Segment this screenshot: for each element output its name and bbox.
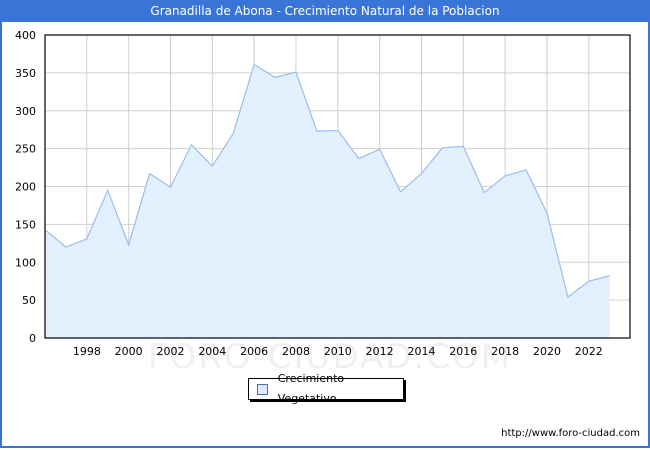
x-tick-label: 2012 (366, 345, 394, 358)
y-axis-labels: 0 50 100 150 200 250 300 350 400 (15, 29, 36, 345)
y-tick-label: 100 (15, 256, 36, 269)
y-tick-label: 0 (29, 332, 36, 345)
legend: Crecimiento Vegetativo (248, 372, 404, 405)
x-tick-label: 2016 (449, 345, 477, 358)
area-fill (45, 64, 610, 338)
y-tick-label: 400 (15, 29, 36, 42)
x-tick-label: 2002 (156, 345, 184, 358)
plot-border (44, 34, 631, 339)
y-tick-label: 350 (15, 67, 36, 80)
x-tick-label: 1998 (73, 345, 101, 358)
x-tick-label: 2006 (240, 345, 268, 358)
legend-swatch-icon (257, 383, 268, 395)
chart-title: Granadilla de Abona - Crecimiento Natura… (0, 0, 650, 22)
y-tick-label: 200 (15, 181, 36, 194)
y-tick-label: 300 (15, 105, 36, 118)
x-tick-label: 2018 (491, 345, 519, 358)
y-tick-label: 150 (15, 218, 36, 231)
x-tick-label: 2004 (198, 345, 226, 358)
source-url: http://www.foro-ciudad.com (501, 428, 640, 439)
x-tick-label: 2014 (407, 345, 435, 358)
x-tick-label: 2020 (533, 345, 561, 358)
y-tick-label: 50 (22, 294, 36, 307)
x-tick-label: 2000 (115, 345, 143, 358)
legend-label: Crecimiento Vegetativo (277, 372, 345, 405)
x-tick-label: 2008 (282, 345, 310, 358)
x-tick-label: 2010 (324, 345, 352, 358)
x-axis-labels: 1998 2000 2002 2004 2006 2008 2010 2012 2014 2016… (73, 345, 603, 358)
watermark: FORO-CIUDAD.COM (148, 337, 512, 377)
y-tick-label: 250 (15, 143, 36, 156)
data-line (44, 63, 610, 299)
x-tick-label: 2022 (575, 345, 603, 358)
